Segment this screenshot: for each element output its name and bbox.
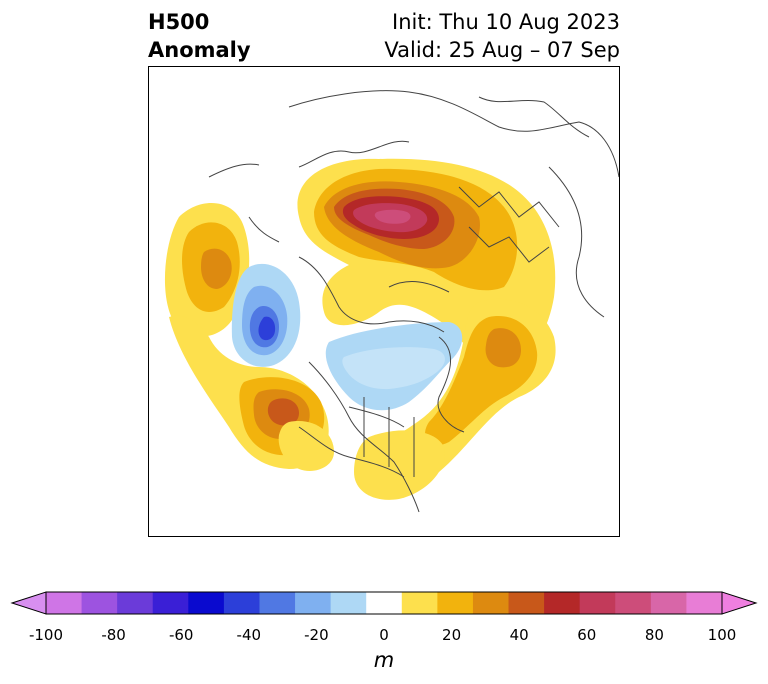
anomaly-map	[149, 67, 619, 536]
colorbar-tick-label: -60	[168, 626, 194, 644]
colorbar-cell	[46, 592, 83, 614]
colorbar-cell	[615, 592, 652, 614]
colorbar-cell	[472, 592, 510, 614]
title-right: Init: Thu 10 Aug 2023 Valid: 25 Aug – 07…	[384, 8, 620, 64]
colorbar-tick-label: -100	[28, 626, 64, 644]
colorbar-outline	[45, 591, 723, 615]
positive-anomaly-western-us	[278, 421, 334, 472]
colorbar-tick-label: 80	[644, 626, 664, 644]
colorbar-cell	[295, 592, 332, 614]
colorbar-tick-label: 100	[707, 626, 737, 644]
colorbar-cell	[223, 592, 260, 614]
colorbar-cell	[401, 592, 438, 614]
colorbar-cell	[81, 592, 118, 614]
colorbar-cell	[152, 592, 189, 614]
colorbar-cell	[508, 592, 545, 614]
negative-anomaly-bering	[231, 263, 301, 367]
title-subtitle: Anomaly	[148, 38, 251, 62]
colorbar-cell	[366, 592, 403, 614]
colorbar-cell	[650, 592, 687, 614]
colorbar-tick-label: -20	[304, 626, 329, 644]
colorbar	[10, 591, 758, 615]
colorbar-cell	[686, 592, 723, 614]
colorbar-extend-low	[10, 591, 47, 615]
coastlines	[208, 90, 619, 513]
positive-anomaly-west-pacific	[164, 203, 250, 337]
colorbar-tick-label: 20	[442, 626, 462, 644]
colorbar-tick-label: -40	[236, 626, 262, 644]
colorbar-cell	[259, 592, 296, 614]
colorbar-extend-high	[721, 591, 758, 615]
colorbar-tick-label: -80	[101, 626, 126, 644]
colorbar-cell	[117, 592, 154, 614]
negative-anomaly-canada	[325, 322, 463, 411]
colorbar-cell	[330, 592, 367, 614]
colorbar-tick-label: 40	[509, 626, 529, 644]
map-panel	[148, 66, 620, 537]
valid-time: Valid: 25 Aug – 07 Sep	[384, 38, 620, 62]
init-time: Init: Thu 10 Aug 2023	[392, 10, 620, 34]
colorbar-units: m	[373, 648, 395, 672]
colorbar-tick-label: 60	[577, 626, 597, 644]
colorbar-tick-label: 0	[379, 626, 389, 644]
colorbar-cell	[188, 592, 225, 614]
title-left: H500 Anomaly	[148, 8, 251, 64]
colorbar-cell	[437, 592, 474, 614]
colorbar-cell	[544, 592, 581, 614]
title-variable: H500	[148, 10, 210, 34]
colorbar-cell	[579, 592, 616, 614]
